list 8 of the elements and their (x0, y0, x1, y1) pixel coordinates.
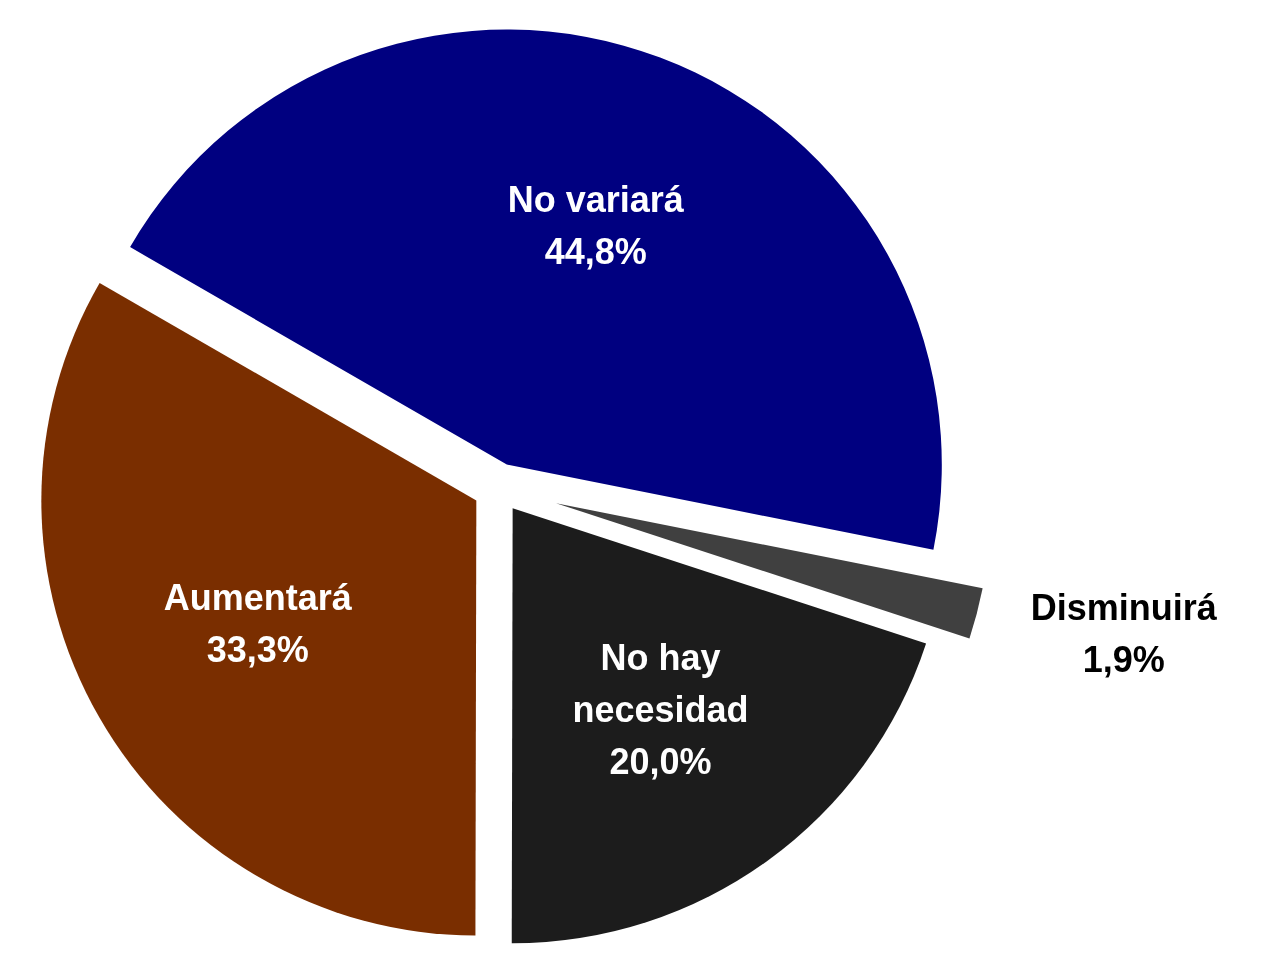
data-label: 20,0% (609, 741, 712, 783)
data-label: 44,8% (544, 231, 647, 273)
data-label: 33,3% (206, 628, 309, 670)
slice-label: Disminuirá (1030, 586, 1218, 628)
slice-label: Aumentará (163, 576, 353, 618)
slice-label: No variará (507, 179, 685, 221)
slice-label: No hay necesidad (572, 637, 749, 731)
data-label: 1,9% (1082, 638, 1165, 680)
